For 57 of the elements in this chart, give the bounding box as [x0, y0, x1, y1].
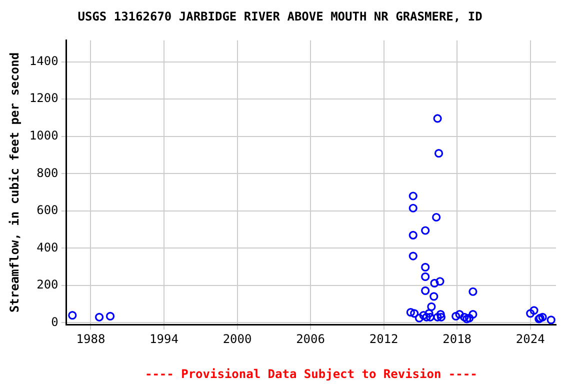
point: [419, 310, 428, 320]
point: [434, 149, 444, 158]
point: [464, 314, 474, 322]
point: [436, 277, 444, 286]
y-tick-label: 1200: [29, 91, 58, 106]
y-tick-label: 1000: [29, 128, 58, 142]
point: [452, 312, 460, 321]
x-tick-label: 2024: [516, 332, 545, 346]
point: [460, 312, 469, 322]
point: [424, 309, 434, 318]
point: [421, 286, 430, 295]
point: [433, 312, 442, 322]
point: [433, 114, 442, 123]
point: [430, 292, 438, 301]
chart-title: USGS 13162670 JARBIDGE RIVER ABOVE MOUTH NR GRASMERE, ID: [78, 9, 482, 24]
y-tick-label: 1400: [29, 54, 58, 68]
point: [526, 309, 535, 318]
x-tick-label: 2012: [369, 332, 398, 346]
y-tick-label: 200: [36, 278, 58, 292]
point: [421, 272, 430, 282]
x-tick-label: 1988: [76, 332, 106, 346]
point: [408, 252, 418, 260]
point: [455, 310, 464, 319]
point: [421, 226, 430, 235]
point: [421, 262, 430, 272]
point: [432, 212, 441, 222]
y-tick-label: 600: [36, 203, 58, 218]
point: [410, 309, 419, 318]
text: ---- Provisional Data Subject to Revision ----: [144, 367, 478, 381]
x-tick-label: 2000: [222, 332, 252, 346]
point: [408, 230, 418, 240]
point: [94, 312, 104, 322]
point: [414, 314, 424, 322]
point: [406, 308, 415, 317]
point: [530, 306, 538, 315]
point: [462, 314, 472, 324]
point: [408, 192, 418, 200]
y-axis-title: Streamflow, in cubic feet per second: [7, 52, 22, 313]
point: [436, 310, 445, 319]
point: [427, 302, 436, 312]
x-tick-label: 2018: [442, 332, 472, 346]
y-tick-label: 0: [51, 314, 58, 329]
y-tick-label: 400: [36, 240, 58, 254]
point: [408, 204, 418, 212]
point: [468, 310, 478, 319]
point: [546, 316, 556, 324]
point: [468, 287, 478, 296]
x-tick-label: 2006: [296, 332, 325, 346]
point: [430, 278, 439, 288]
point: [422, 312, 431, 322]
point: [68, 310, 77, 320]
point: [426, 312, 435, 322]
point: [538, 312, 547, 322]
point: [106, 312, 115, 321]
x-tick-label: 1994: [150, 332, 178, 346]
point: [436, 312, 446, 322]
y-tick-label: 800: [36, 166, 58, 180]
